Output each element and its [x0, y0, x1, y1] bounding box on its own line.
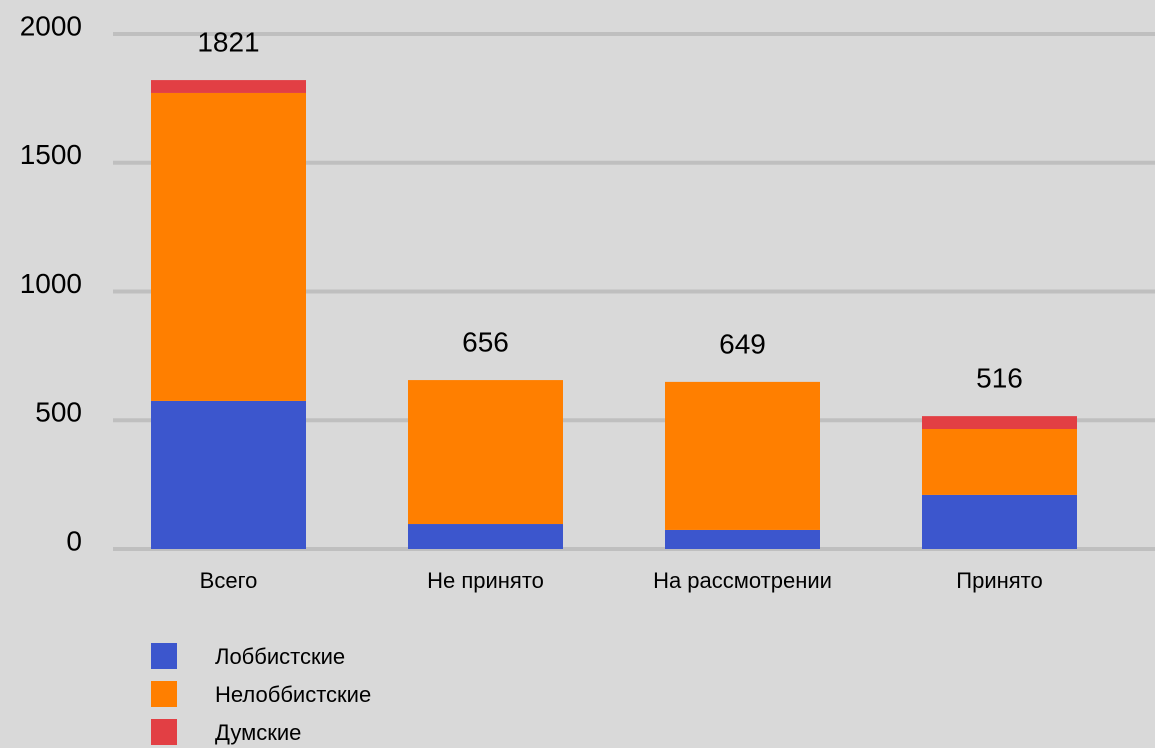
- legend-swatch: [151, 643, 177, 669]
- y-tick-label: 500: [35, 397, 82, 428]
- total-label: 656: [462, 326, 509, 357]
- bar-segment: [408, 380, 563, 525]
- total-label: 649: [719, 328, 766, 359]
- legend-swatch: [151, 719, 177, 745]
- total-label: 516: [976, 363, 1023, 394]
- legend-label: Нелоббистские: [215, 682, 371, 707]
- bar-segment: [665, 381, 820, 530]
- x-tick-label: Всего: [200, 568, 258, 593]
- legend-label: Лоббистские: [215, 644, 345, 669]
- y-tick-label: 1000: [20, 268, 82, 299]
- y-tick-label: 0: [66, 525, 82, 556]
- x-tick-label: Принято: [956, 568, 1042, 593]
- y-tick-label: 1500: [20, 139, 82, 170]
- x-tick-label: На рассмотрении: [653, 568, 832, 593]
- bar-segment: [408, 524, 563, 549]
- x-tick-label: Не принято: [427, 568, 544, 593]
- legend-label: Думские: [215, 720, 301, 745]
- total-label: 1821: [197, 26, 259, 57]
- bar-segment: [922, 494, 1077, 549]
- bar-segment: [922, 416, 1077, 430]
- bar-segment: [665, 529, 820, 549]
- legend-swatch: [151, 681, 177, 707]
- bar-segment: [151, 92, 306, 401]
- bar-segment: [922, 429, 1077, 495]
- y-tick-label: 2000: [20, 10, 82, 41]
- bar-segment: [151, 400, 306, 549]
- bar-segment: [151, 80, 306, 93]
